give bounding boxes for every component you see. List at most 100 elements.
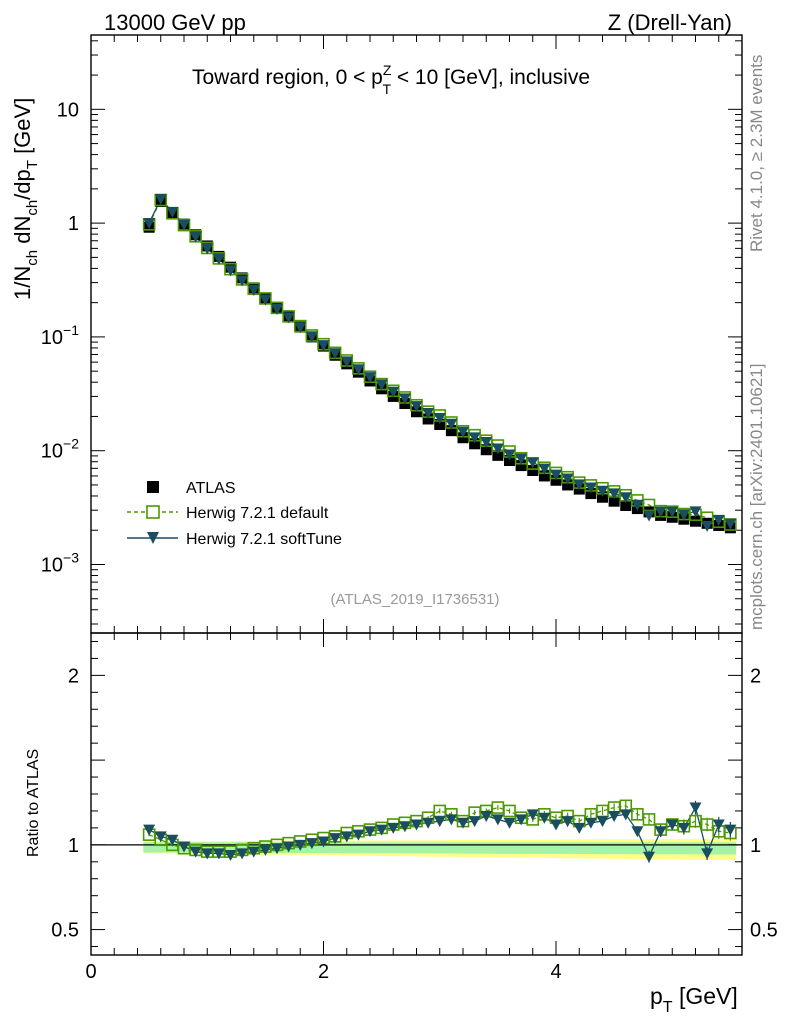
- softtune-data-point: [166, 206, 179, 218]
- softtune-data-point: [666, 506, 679, 518]
- softtune-ratio-point: [247, 846, 260, 858]
- atlas-data-point: [597, 491, 608, 503]
- softtune-data-point: [526, 457, 539, 469]
- ratio-tick-label: 2: [68, 665, 79, 687]
- softtune-ratio-point: [515, 814, 528, 826]
- softtune-ratio-point: [305, 838, 318, 850]
- legend-label-default: Herwig 7.2.1 default: [186, 505, 329, 522]
- softtune-data-point: [387, 386, 400, 398]
- rivet-version-label: Rivet 4.1.0, ≥ 2.3M events: [747, 55, 766, 252]
- softtune-ratio-point: [398, 821, 411, 833]
- softtune-data-point: [631, 499, 644, 511]
- softtune-data-point: [410, 401, 423, 413]
- x-tick-label: 2: [318, 961, 329, 983]
- softtune-ratio-point: [154, 831, 167, 843]
- ratio-tick-label-right: 0.5: [750, 920, 778, 942]
- softtune-ratio-point: [468, 816, 481, 828]
- softtune-data-point: [712, 514, 725, 526]
- softtune-data-point: [154, 194, 167, 206]
- softtune-data-point: [433, 413, 446, 425]
- softtune-ratio-point: [712, 819, 725, 831]
- softtune-main-line: [148, 197, 731, 527]
- softtune-data-point: [550, 469, 562, 481]
- softtune-data-point: [654, 506, 667, 518]
- softtune-data-point: [317, 340, 330, 352]
- softtune-ratio-point: [271, 843, 283, 855]
- softtune-ratio-point: [352, 829, 365, 841]
- softtune-data-point: [491, 443, 504, 455]
- ratio-series-layer: [142, 799, 737, 863]
- softtune-ratio-point: [480, 811, 493, 823]
- atlas-data-point: [434, 418, 446, 430]
- softtune-data-point: [352, 364, 365, 376]
- softtune-data-point: [143, 217, 156, 229]
- softtune-ratio-point: [573, 822, 586, 834]
- softtune-ratio-point: [178, 841, 190, 853]
- softtune-ratio-point: [410, 819, 423, 831]
- main-series-layer: [142, 193, 737, 534]
- softtune-ratio-point: [143, 824, 156, 836]
- softtune-data-point: [201, 243, 214, 255]
- softtune-data-point: [212, 253, 225, 265]
- main-axis-ticks: 10−3 10−2 10−1 1 10: [41, 35, 743, 633]
- legend-marker-atlas: [147, 481, 159, 493]
- softtune-data-point: [178, 219, 190, 231]
- softtune-data-point: [538, 463, 551, 475]
- softtune-data-point: [236, 275, 249, 287]
- softtune-ratio-point: [561, 816, 574, 828]
- y-tick-label: 1: [68, 213, 79, 235]
- y-tick-label: 10−1: [41, 322, 79, 349]
- x-tick-label: 4: [550, 961, 561, 983]
- softtune-ratio-point: [677, 822, 690, 834]
- atlas-data-point: [457, 432, 469, 444]
- y-tick-label: 10−3: [41, 549, 79, 576]
- softtune-data-point: [247, 284, 260, 296]
- softtune-data-point: [643, 510, 655, 522]
- softtune-data-point: [422, 407, 435, 419]
- softtune-data-point: [282, 312, 295, 324]
- softtune-ratio-point: [666, 819, 679, 831]
- ratio-tick-label: 1: [68, 835, 79, 857]
- softtune-data-point: [584, 482, 597, 494]
- atlas-data-point: [538, 470, 550, 482]
- atlas-data-point: [562, 479, 574, 491]
- x-tick-label: 0: [85, 961, 96, 983]
- softtune-data-point: [515, 453, 528, 465]
- softtune-ratio-point: [608, 811, 621, 823]
- softtune-ratio-point: [550, 819, 562, 831]
- atlas-data-point: [608, 495, 620, 507]
- atlas-data-point: [515, 460, 527, 472]
- default-main-line: [148, 198, 731, 526]
- atlas-data-point: [620, 499, 632, 511]
- energy-label: 13000 GeV pp: [104, 10, 246, 35]
- default-ratio-point: [642, 813, 656, 826]
- default-ratio-point: [503, 804, 516, 818]
- softtune-ratio-point: [364, 826, 376, 838]
- atlas-data-point: [527, 464, 539, 476]
- softtune-data-point: [619, 492, 632, 504]
- atlas-data-point: [492, 449, 504, 461]
- softtune-data-point: [271, 303, 283, 315]
- ratio-tick-label-right: 1: [750, 835, 761, 857]
- default-ratio-point: [700, 818, 714, 831]
- atlas-data-point: [469, 438, 481, 450]
- atlas-data-point: [585, 488, 597, 500]
- softtune-data-point: [259, 294, 272, 306]
- softtune-data-point: [445, 418, 458, 430]
- softtune-data-point: [457, 426, 469, 438]
- softtune-data-point: [701, 520, 714, 532]
- atlas-data-point: [504, 455, 515, 467]
- plot-title: Toward region, 0 < pZ T < 10 [GeV], inclu…: [192, 62, 590, 97]
- softtune-data-point: [294, 322, 307, 334]
- softtune-data-point: [677, 509, 690, 521]
- softtune-ratio-point: [212, 848, 225, 860]
- ratio-axis-ticks: 0 2 4 0.5 0.5 1 1 2 2: [51, 633, 778, 983]
- legend-marker-softtune: [147, 532, 159, 544]
- mcplots-label: mcplots.cern.ch [arXiv:2401.10621]: [747, 364, 766, 630]
- ratio-tick-label-right: 2: [750, 665, 761, 687]
- softtune-ratio-point: [689, 802, 702, 814]
- softtune-ratio-point: [584, 817, 597, 829]
- ratio-panel-frame: [90, 632, 743, 956]
